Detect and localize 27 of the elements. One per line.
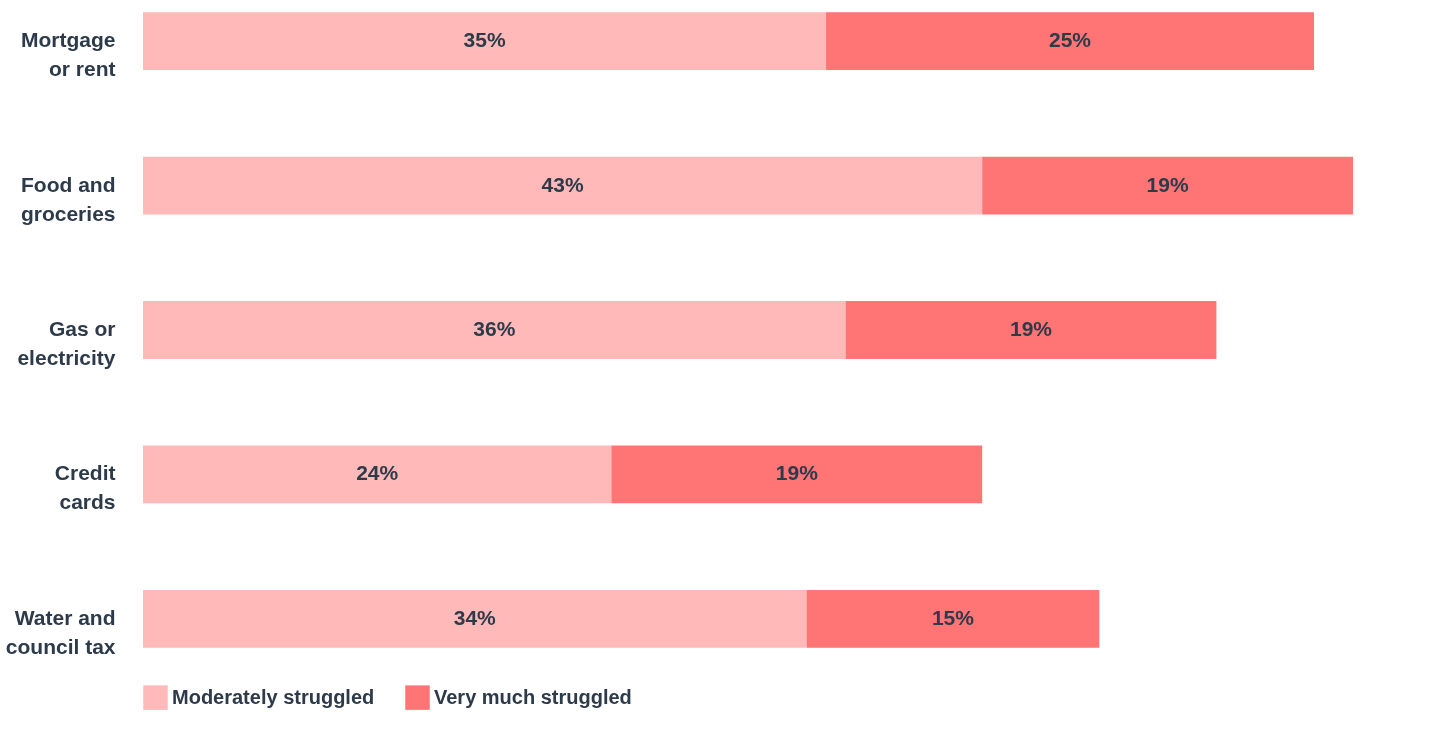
- data-label: 36%: [473, 317, 516, 340]
- bar: [982, 156, 1353, 215]
- bar: [143, 301, 846, 359]
- data-label: 19%: [1146, 172, 1189, 196]
- bar: [143, 445, 612, 504]
- data-label: 35%: [463, 28, 506, 52]
- bar: [806, 590, 1100, 648]
- bar: [826, 12, 1314, 70]
- bar: [845, 301, 1217, 359]
- bar: [143, 12, 827, 70]
- data-label: 24%: [356, 461, 399, 485]
- legend-label: Very much struggled: [434, 685, 632, 708]
- data-label: 19%: [1009, 317, 1053, 340]
- y-tick-label: Mortgage or rent: [21, 28, 116, 81]
- y-tick-label: Credit cards: [54, 461, 116, 514]
- data-label: 43%: [541, 172, 584, 196]
- bar: [143, 156, 983, 215]
- data-label: 19%: [775, 461, 819, 485]
- data-label: 25%: [1049, 28, 1092, 52]
- legend-label: Moderately struggled: [172, 685, 375, 708]
- y-tick-label: Water and council tax: [5, 605, 116, 658]
- data-label: 15%: [931, 605, 975, 629]
- y-tick-label: Gas or electricity: [17, 317, 116, 369]
- bar: [143, 590, 807, 648]
- data-label: 34%: [453, 605, 497, 629]
- bar: [611, 445, 983, 504]
- y-tick-label: Food and groceries: [20, 172, 116, 225]
